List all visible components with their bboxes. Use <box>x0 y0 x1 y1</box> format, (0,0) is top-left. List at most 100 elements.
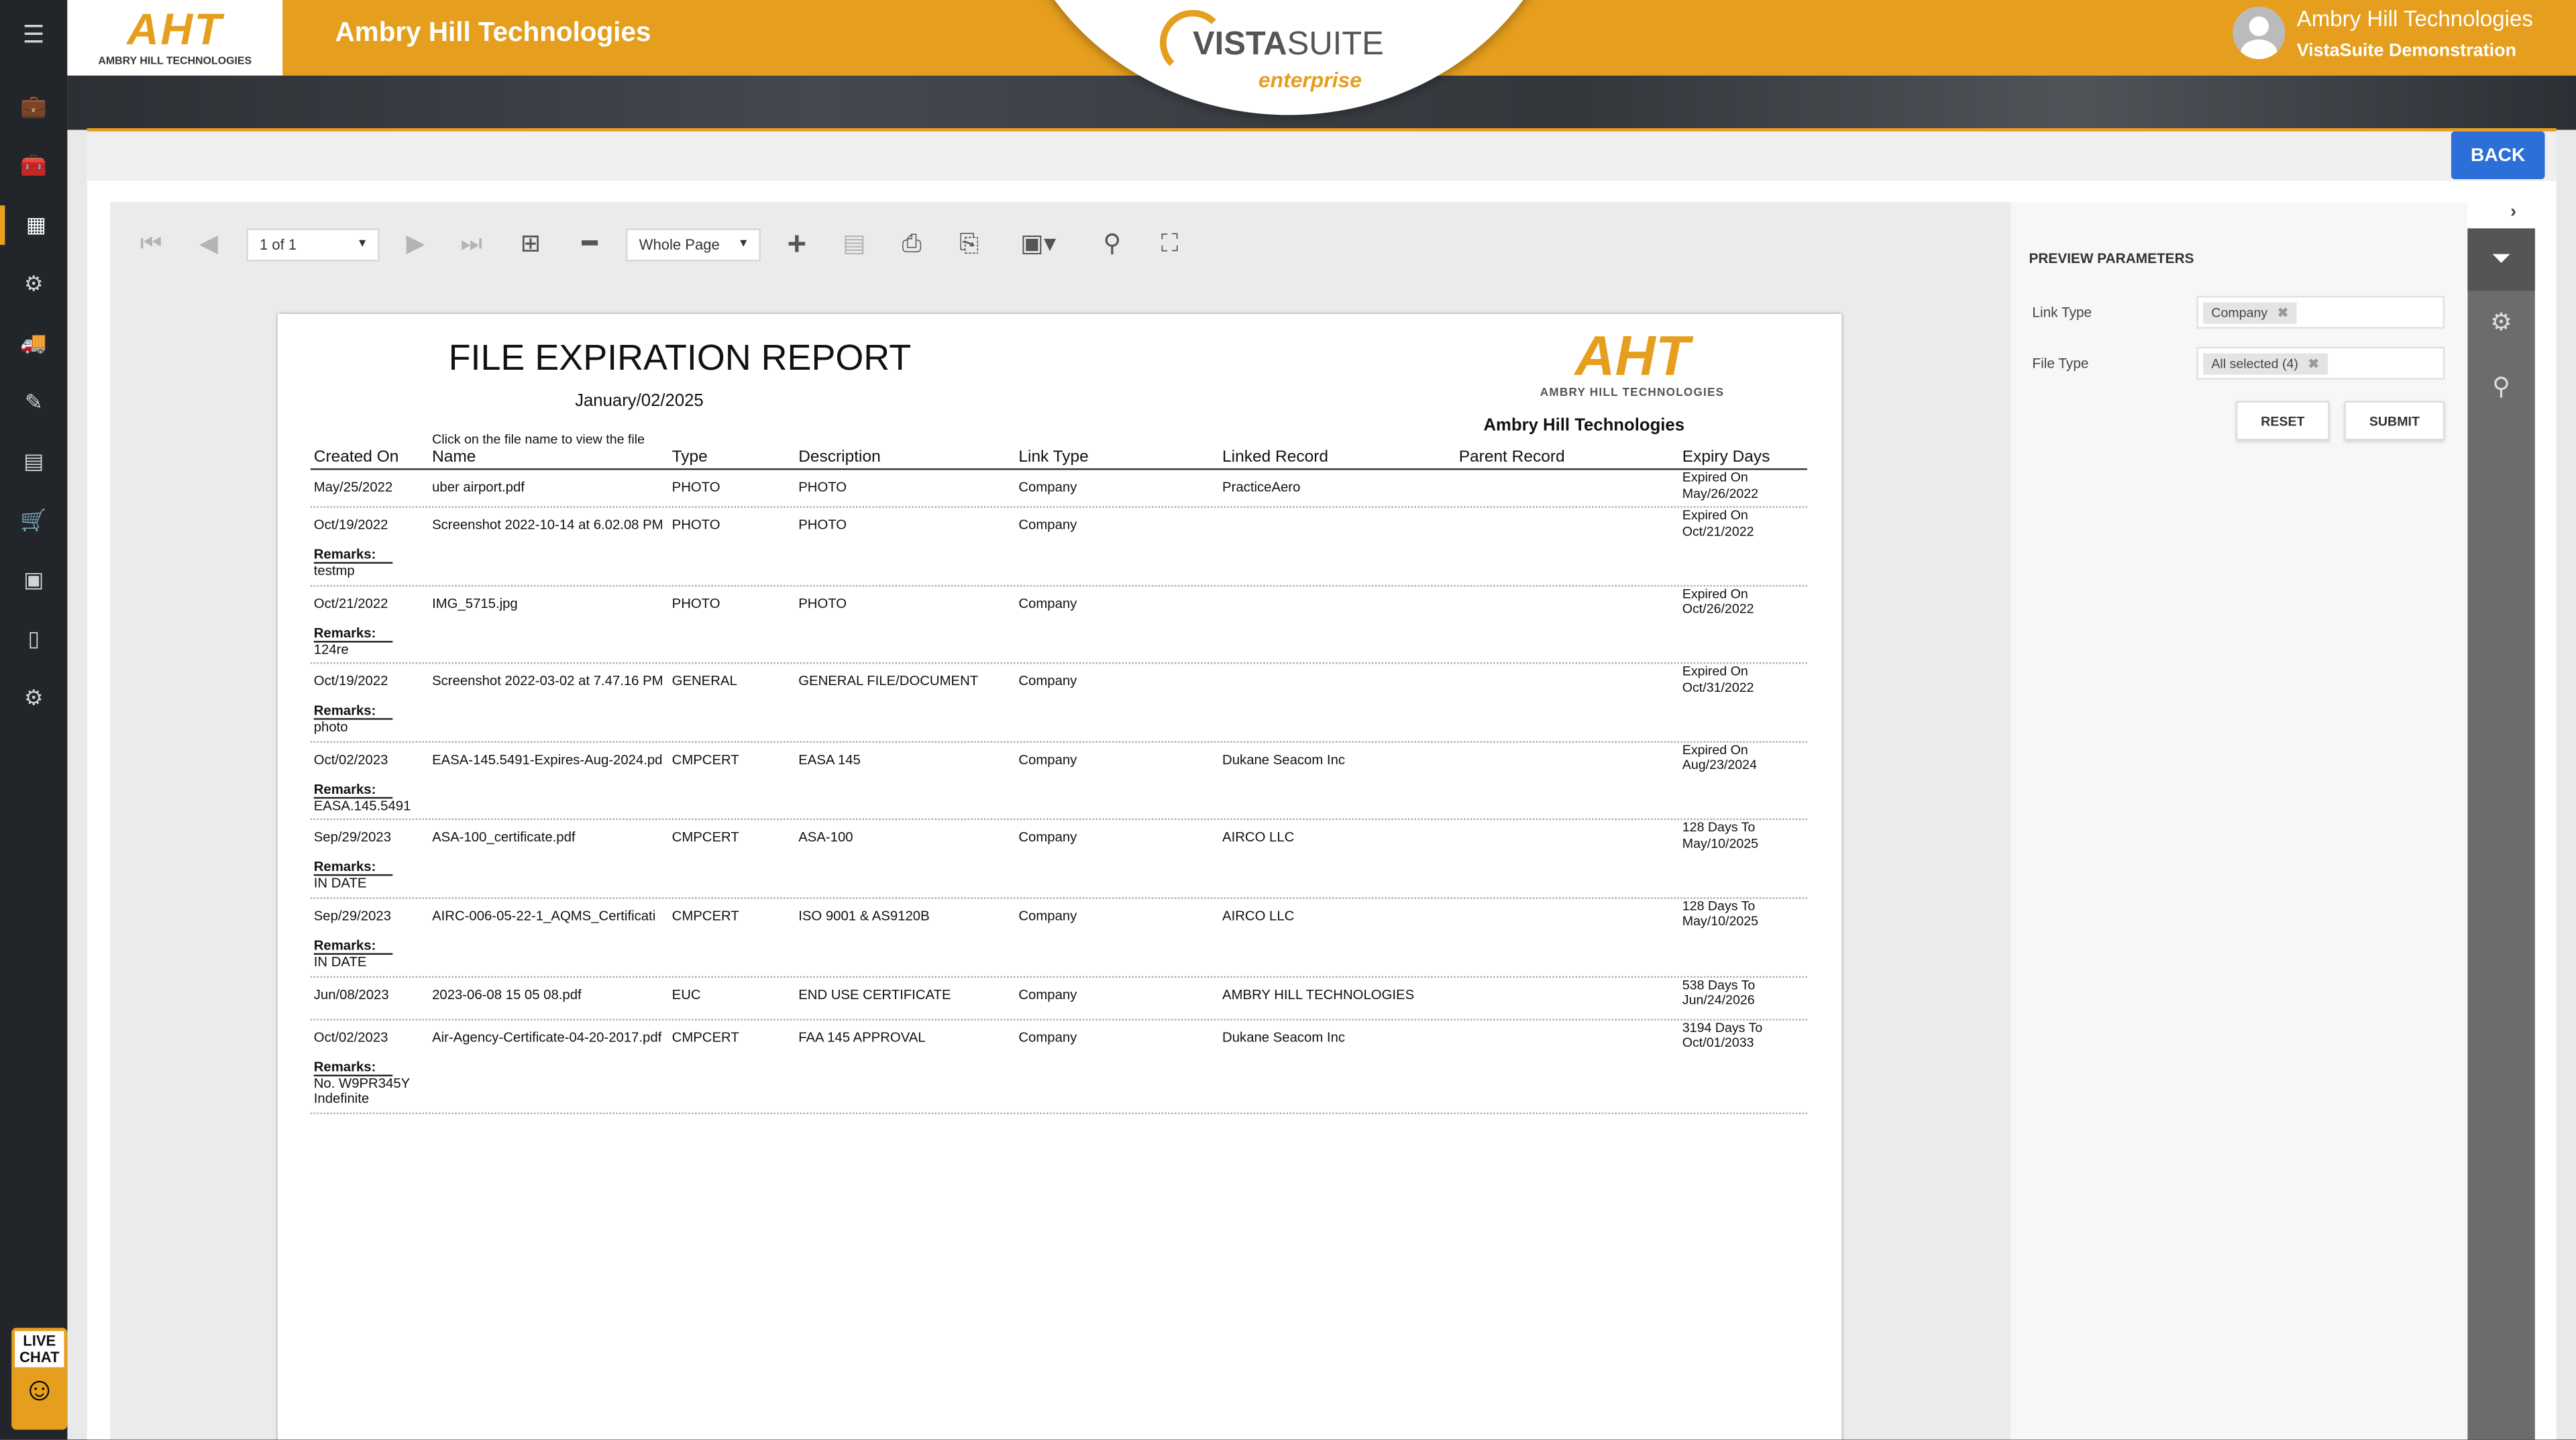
remove-icon[interactable]: ✖ <box>2308 356 2320 372</box>
search-icon[interactable]: ⚲ <box>2492 372 2511 401</box>
remarks-text: No. W9PR345Y <box>313 1074 411 1091</box>
remarks-label: Remarks: <box>313 780 392 799</box>
link-type-cell: Company <box>1018 672 1077 689</box>
type-cell: PHOTO <box>672 515 720 533</box>
linked-record-cell: AIRCO LLC <box>1222 907 1295 924</box>
link-type-cell: Company <box>1018 515 1077 533</box>
file-type-label: File Type <box>2032 354 2089 372</box>
table-row: Oct/02/2023 Air-Agency-Certificate-04-20-… <box>310 1019 1807 1114</box>
name-cell[interactable]: IMG_5715.jpg <box>432 594 518 611</box>
document-icon[interactable]: ▯ <box>28 626 40 651</box>
print-icon[interactable]: ⎙ <box>902 229 922 258</box>
report-logo: AHT AMBRY HILL TECHNOLOGIES <box>1540 325 1725 400</box>
submit-button[interactable]: SUBMIT <box>2344 401 2445 441</box>
description-cell: ASA-100 <box>798 829 853 845</box>
name-cell[interactable]: 2023-06-08 15 05 08.pdf <box>432 985 582 1002</box>
toolbox-icon[interactable]: 🧰 <box>20 152 48 178</box>
table-header: Created On Name Type Description Link Type Li… <box>310 447 1807 470</box>
reset-button[interactable]: RESET <box>2236 401 2330 441</box>
column-header: Created On <box>313 448 399 467</box>
search-icon[interactable]: ⚲ <box>1103 229 1122 258</box>
remove-icon[interactable]: ✖ <box>2277 305 2289 321</box>
next-page-icon[interactable]: ▶ <box>406 229 425 258</box>
last-page-icon[interactable]: ⏭ <box>460 229 483 258</box>
live-chat-label: LIVE <box>23 1333 56 1349</box>
column-header: Expiry Days <box>1682 448 1770 467</box>
live-chat-button[interactable]: LIVE CHAT ☺ <box>11 1327 68 1430</box>
app-title: Ambry Hill Technologies <box>335 17 651 48</box>
report-title: FILE EXPIRATION REPORT <box>448 337 912 378</box>
user-name[interactable]: Ambry Hill Technologies <box>2296 6 2533 32</box>
description-cell: END USE CERTIFICATE <box>798 985 951 1002</box>
page-select[interactable]: 1 of 1 ▼ <box>246 228 380 262</box>
name-cell[interactable]: Screenshot 2022-03-02 at 7.47.16 PM <box>432 672 663 689</box>
building-icon[interactable]: ▦ <box>0 205 67 245</box>
remarks-label: Remarks: <box>313 702 392 721</box>
zoom-select[interactable]: Whole Page ▼ <box>626 228 761 262</box>
truck-icon[interactable]: 🚚 <box>20 330 48 355</box>
type-cell: CMPCERT <box>672 829 739 845</box>
description-cell: ISO 9001 & AS9120B <box>798 907 930 924</box>
table-row: Oct/02/2023 EASA-145.5491-Expires-Aug-202… <box>310 742 1807 821</box>
name-cell[interactable]: Air-Agency-Certificate-04-20-2017.pdf <box>432 1028 662 1045</box>
export-icon[interactable]: ▣▾ <box>1020 229 1057 258</box>
remarks-text: photo <box>313 718 348 735</box>
settings-icon[interactable]: ⚙ <box>2490 309 2513 338</box>
warehouse-icon[interactable]: ▤ <box>23 448 44 474</box>
back-button[interactable]: BACK <box>2451 131 2545 179</box>
edit-icon[interactable]: ✎ <box>24 389 43 415</box>
expiry-cell: Expired On Oct/31/2022 <box>1682 664 1754 695</box>
type-cell: CMPCERT <box>672 750 739 768</box>
briefcase-icon[interactable]: 💼 <box>20 93 48 119</box>
name-cell[interactable]: AIRC-006-05-22-1_AQMS_Certificati <box>432 907 656 924</box>
filter-icon[interactable]: ⏷ <box>2467 228 2535 291</box>
link-type-cell: Company <box>1018 907 1077 924</box>
expiry-cell: Expired On May/26/2022 <box>1682 470 1759 501</box>
multipage-icon[interactable]: ⊞ <box>520 229 541 258</box>
column-header: Linked Record <box>1222 448 1328 467</box>
remarks-label: Remarks: <box>313 858 392 877</box>
zoom-in-icon[interactable]: + <box>787 226 807 263</box>
table-row: Oct/19/2022 Screenshot 2022-10-14 at 6.02… <box>310 508 1807 586</box>
remarks-label: Remarks: <box>313 1058 392 1076</box>
table-row: Oct/19/2022 Screenshot 2022-03-02 at 7.47… <box>310 664 1807 743</box>
type-cell: CMPCERT <box>672 907 739 924</box>
calendar-icon[interactable]: ▣ <box>23 566 44 592</box>
link-type-cell: Company <box>1018 750 1077 768</box>
name-cell[interactable]: ASA-100_certificate.pdf <box>432 829 576 845</box>
column-header: Name <box>432 448 476 467</box>
name-cell[interactable]: EASA-145.5491-Expires-Aug-2024.pd <box>432 750 663 768</box>
link-type-field[interactable]: Company ✖ <box>2196 295 2445 329</box>
name-cell[interactable]: uber airport.pdf <box>432 478 525 495</box>
linked-record-cell: AIRCO LLC <box>1222 829 1295 845</box>
file-type-field[interactable]: All selected (4) ✖ <box>2196 346 2445 380</box>
link-type-cell: Company <box>1018 829 1077 845</box>
chevron-right-icon[interactable]: › <box>2510 202 2517 222</box>
expiry-cell: 128 Days To May/10/2025 <box>1682 820 1759 852</box>
highlight-fields-icon[interactable]: ▤ <box>843 229 866 258</box>
linked-record-cell: PracticeAero <box>1222 478 1301 495</box>
name-cell[interactable]: Screenshot 2022-10-14 at 6.02.08 PM <box>432 515 663 533</box>
cart-icon[interactable]: 🛒 <box>20 507 48 533</box>
zoom-out-icon[interactable]: ━ <box>582 229 598 258</box>
menu-icon[interactable]: ☰ <box>22 21 45 50</box>
table-row: May/25/2022 uber airport.pdf PHOTO PHOTO Com… <box>310 470 1807 508</box>
link-type-cell: Company <box>1018 478 1077 495</box>
table-row: Oct/21/2022 IMG_5715.jpg PHOTO PHOTO Company… <box>310 586 1807 664</box>
remarks-label: Remarks: <box>313 624 392 642</box>
remarks-text: IN DATE <box>313 953 367 970</box>
avatar[interactable] <box>2233 6 2286 60</box>
remarks-text: EASA.145.5491 <box>313 796 411 813</box>
created-on-cell: Oct/21/2022 <box>313 594 388 611</box>
settings-icon[interactable]: ⚙ <box>23 685 44 710</box>
gears-icon[interactable]: ⚙ <box>23 271 44 296</box>
created-on-cell: Oct/19/2022 <box>313 515 388 533</box>
print-page-icon[interactable]: ⎘ <box>959 229 979 258</box>
file-type-chip: All selected (4) ✖ <box>2203 353 2328 375</box>
linked-record-cell: Dukane Seacom Inc <box>1222 750 1346 768</box>
fullscreen-icon[interactable]: ⛶ <box>1161 229 1179 258</box>
company-logo[interactable]: AHT AMBRY HILL TECHNOLOGIES <box>67 0 283 76</box>
expiry-cell: 3194 Days To Oct/01/2033 <box>1682 1019 1763 1051</box>
previous-page-icon[interactable]: ◀ <box>199 229 219 258</box>
first-page-icon[interactable]: ⏮ <box>140 229 162 258</box>
